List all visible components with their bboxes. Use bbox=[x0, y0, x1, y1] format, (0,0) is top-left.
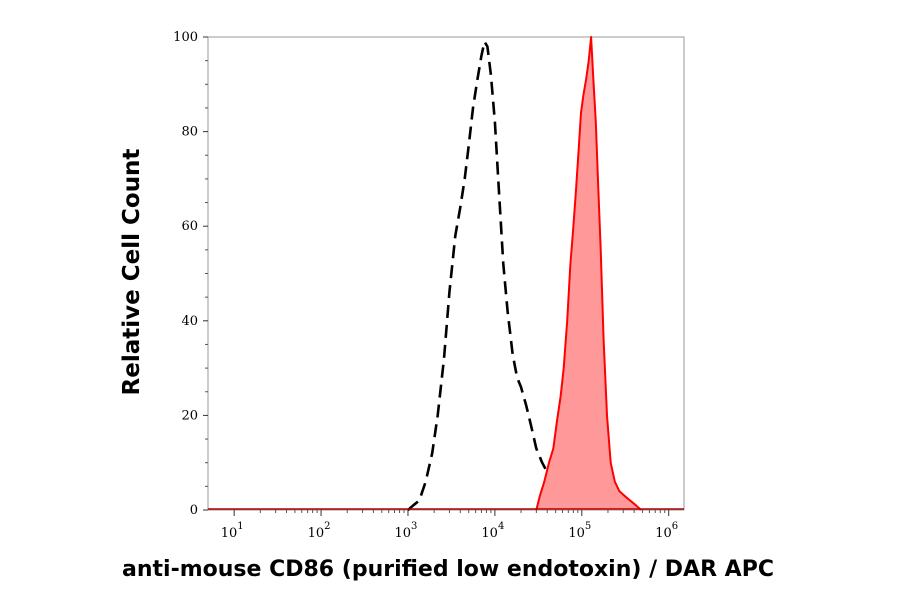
y-tick-label: 80 bbox=[181, 125, 198, 140]
y-tick-label: 0 bbox=[190, 503, 198, 518]
x-tick-label: 102 bbox=[308, 521, 331, 541]
y-tick-label: 100 bbox=[173, 30, 198, 45]
series-layer bbox=[407, 36, 642, 511]
x-axis: 101 102 103 104 105 106 bbox=[221, 510, 678, 541]
y-tick-label: 60 bbox=[181, 219, 198, 234]
series-1-fill bbox=[536, 37, 641, 510]
y-tick-label: 40 bbox=[181, 314, 198, 329]
plot-frame bbox=[207, 36, 685, 511]
x-tick-label: 106 bbox=[655, 521, 678, 541]
x-tick-label: 103 bbox=[395, 521, 418, 541]
x-tick-label: 101 bbox=[221, 521, 244, 541]
x-tick-label: 105 bbox=[568, 521, 591, 541]
x-tick-label: 104 bbox=[481, 521, 504, 541]
series-1-outline bbox=[535, 36, 642, 511]
series-0-dashed-outline bbox=[407, 40, 561, 511]
y-axis: 0 20 40 60 80 100 bbox=[173, 30, 208, 518]
y-tick-label: 20 bbox=[181, 408, 198, 423]
y-axis-label: Relative Cell Count bbox=[119, 149, 145, 396]
x-axis-label: anti-mouse CD86 (purified low endotoxin)… bbox=[122, 557, 774, 582]
